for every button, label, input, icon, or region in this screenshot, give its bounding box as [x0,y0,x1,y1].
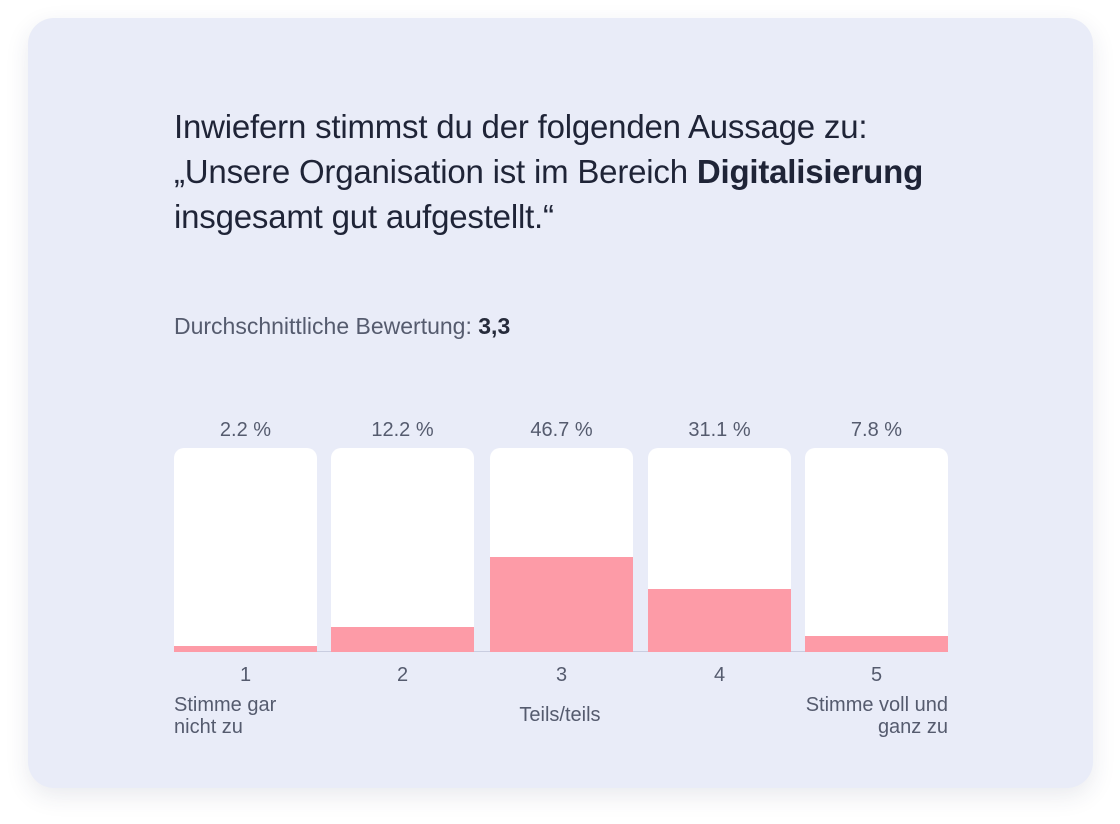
bar-track [174,448,317,652]
bar-track [648,448,791,652]
question-line-2-prefix: „Unsere Organisation ist im Bereich [174,153,697,190]
bar-track [805,448,948,652]
scale-label-low: Stimme gar nicht zu [174,694,364,738]
category-tick-label: 2 [396,664,409,686]
question-line-2: „Unsere Organisation ist im Bereich Digi… [174,149,1034,194]
bar-fill [331,627,474,652]
bar-fill [174,646,317,652]
scale-label-low-line-1: Stimme gar [174,694,277,716]
category-tick-label: 1 [239,664,252,686]
category-tick-label: 3 [555,664,568,686]
bar-value-label: 12.2 % [371,419,434,441]
scale-label-mid: Teils/teils [519,704,601,726]
bar-value-label: 46.7 % [530,419,593,441]
scale-label-low-line-2: nicht zu [174,716,243,738]
scale-label-high-line-2: ganz zu [877,716,948,738]
bar-fill [805,636,948,652]
average-rating: Durchschnittliche Bewertung: 3,3 [174,311,510,341]
bar-fill [648,588,791,652]
question-line-1: Inwiefern stimmst du der folgenden Aussa… [174,108,868,145]
scale-label-high-line-1: Stimme voll und [805,694,948,716]
question-line-3: insgesamt gut aufgestellt.“ [174,198,554,235]
bar-value-label: 7.8 % [850,419,903,441]
average-rating-label: Durchschnittliche Bewertung: [174,313,472,339]
bar-track [490,448,633,652]
category-tick-label: 4 [713,664,726,686]
bar-track [331,448,474,652]
question-text: Inwiefern stimmst du der folgenden Aussa… [174,104,1034,239]
question-keyword: Digitalisierung [696,153,924,190]
bar-fill [490,556,633,652]
average-rating-value: 3,3 [478,313,511,339]
scale-label-high: Stimme voll und ganz zu [758,694,948,738]
category-tick-label: 5 [870,664,883,686]
survey-result-card [28,18,1093,788]
bar-value-label: 31.1 % [688,419,751,441]
bar-value-label: 2.2 % [219,419,272,441]
